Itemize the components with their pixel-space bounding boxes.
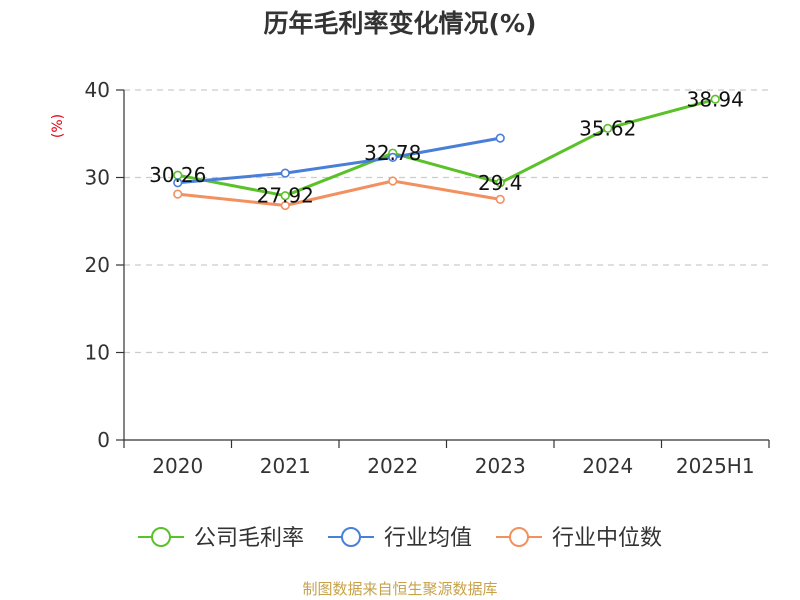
source-note: 制图数据来自恒生聚源数据库 [302,580,497,598]
y-tick-label: 0 [97,428,110,452]
legend-marker [151,527,171,547]
data-label: 38.94 [687,87,744,111]
axes: 0 10 20 30 40 2020 2021 2022 2023 2024 2025H1 [85,78,770,478]
data-labels: 30.26 27.92 32.78 29.4 35.62 38.94 [149,87,744,207]
data-point [173,189,183,199]
y-tick-label: 40 [85,78,110,102]
data-label: 35.62 [579,116,636,140]
data-label: 32.78 [364,141,421,165]
x-tick-label: 2023 [475,454,526,478]
data-point [495,178,505,188]
legend-marker [341,527,361,547]
legend-marker [509,527,529,547]
data-label: 30.26 [149,163,206,187]
series-line [177,97,716,198]
y-axis-unit: (%) [50,114,66,138]
y-tick-label: 10 [85,341,110,365]
y-tick-label: 30 [85,166,110,190]
data-label: 29.4 [478,171,523,195]
legend-label: 行业中位数 [552,526,662,551]
series-line [177,136,501,185]
chart-title: 历年毛利率变化情况(%) [264,9,537,38]
legend-label: 公司毛利率 [194,526,304,551]
x-tick-label: 2025H1 [676,454,755,478]
legend-label: 行业均值 [384,526,472,551]
grid [124,89,769,354]
legend: 公司毛利率 行业均值 行业中位数 [138,526,662,551]
x-tick-label: 2024 [582,454,633,478]
data-point [603,123,613,133]
series-lines [173,94,720,211]
x-tick-label: 2020 [152,454,203,478]
data-point [495,194,505,204]
data-point [495,133,505,143]
y-tick-label: 20 [85,253,110,277]
data-point [280,191,290,201]
data-point [280,168,290,178]
series-line [177,179,501,207]
data-point [710,94,720,104]
x-tick-label: 2021 [260,454,311,478]
data-label: 27.92 [257,184,314,208]
x-tick-label: 2022 [367,454,418,478]
data-point [388,176,398,186]
data-point [173,178,183,188]
data-point [388,152,398,162]
data-point [280,200,290,211]
